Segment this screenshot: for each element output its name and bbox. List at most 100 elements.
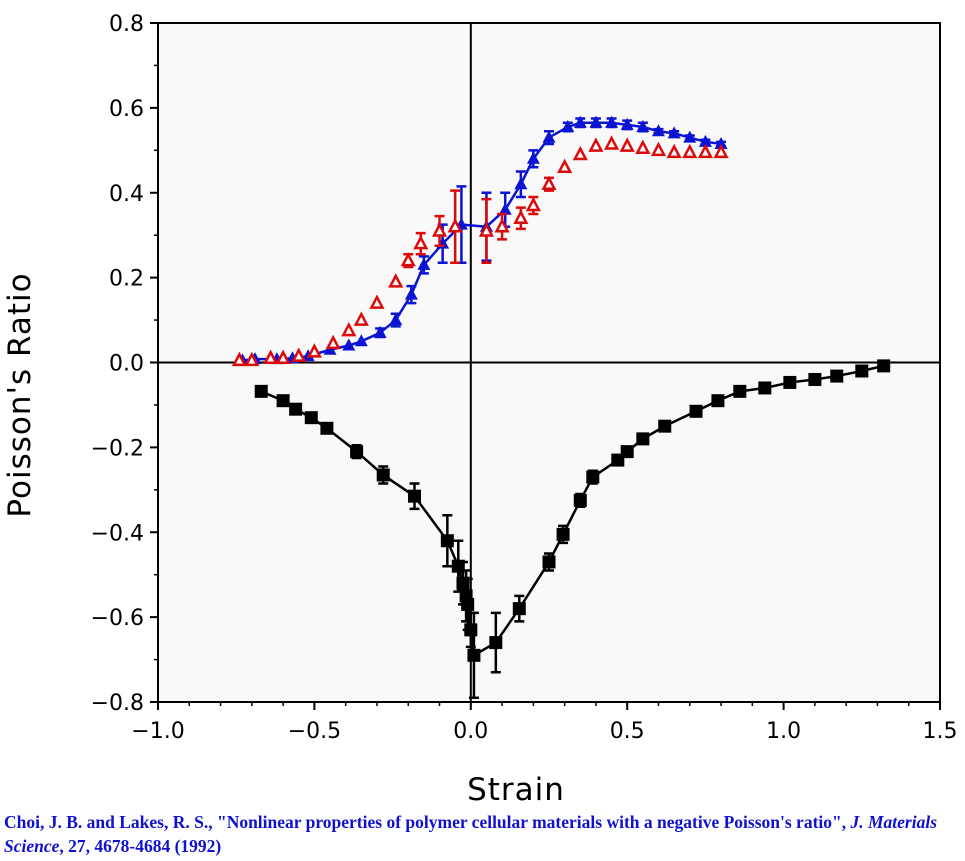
- data-point: [830, 369, 844, 383]
- x-tick-label: −0.5: [288, 719, 341, 744]
- y-tick-label: 0.2: [109, 267, 144, 292]
- x-tick-label: 0.0: [453, 719, 488, 744]
- data-point: [291, 347, 307, 362]
- data-point: [573, 115, 587, 128]
- data-point: [275, 349, 291, 365]
- data-point: [304, 411, 318, 425]
- x-tick-label: 0.5: [610, 719, 645, 744]
- data-point: [301, 349, 315, 362]
- data-point: [557, 158, 573, 174]
- data-point: [689, 404, 703, 418]
- series-open-triangle: [231, 135, 729, 367]
- data-point: [698, 134, 712, 147]
- data-point: [404, 287, 418, 300]
- series-line: [260, 364, 884, 658]
- data-point: [682, 143, 698, 159]
- data-point: [658, 419, 672, 433]
- data-point: [431, 222, 448, 237]
- x-tick-label: 1.5: [923, 719, 958, 744]
- data-point: [353, 311, 369, 326]
- data-point: [489, 636, 503, 650]
- data-point: [478, 222, 495, 237]
- data-point: [464, 623, 478, 637]
- data-point: [373, 325, 387, 338]
- data-point: [342, 338, 356, 351]
- data-point: [783, 375, 797, 389]
- data-point: [263, 349, 279, 365]
- x-tick-label: −1.0: [131, 719, 184, 744]
- data-point: [588, 137, 604, 152]
- data-point: [877, 359, 891, 373]
- data-point: [636, 432, 650, 446]
- data-point: [494, 218, 510, 233]
- y-tick-label: −0.4: [91, 521, 144, 546]
- data-point: [514, 177, 528, 190]
- data-point: [541, 175, 557, 191]
- caption-details: , 27, 4678-4684 (1992): [59, 836, 222, 856]
- data-point: [650, 141, 667, 157]
- y-axis-label: Poisson's Ratio: [2, 272, 38, 517]
- data-point: [573, 493, 587, 507]
- series-filled-square: [254, 359, 891, 700]
- data-point: [711, 394, 725, 408]
- data-point: [635, 139, 651, 154]
- data-point: [572, 145, 588, 161]
- y-tick-label: −0.6: [91, 606, 144, 631]
- x-axis-label: Strain: [467, 772, 565, 808]
- data-point: [320, 421, 334, 435]
- data-point: [619, 137, 635, 152]
- data-point: [542, 130, 556, 143]
- y-tick-label: −0.8: [91, 691, 144, 716]
- data-point: [636, 119, 650, 132]
- data-point: [542, 555, 556, 569]
- data-point: [513, 209, 529, 224]
- data-point: [556, 527, 570, 541]
- caption-journal: J. Materials Science: [4, 812, 938, 856]
- data-point: [350, 445, 364, 459]
- data-point: [733, 384, 747, 398]
- data-point: [289, 402, 303, 416]
- data-point: [855, 364, 869, 378]
- data-point: [589, 115, 603, 128]
- y-tick-label: 0.0: [109, 352, 144, 377]
- series-filled-triangle: [235, 115, 728, 366]
- data-point: [605, 115, 619, 128]
- data-point: [400, 251, 416, 267]
- data-point: [354, 334, 368, 347]
- data-point: [231, 351, 247, 367]
- data-point: [306, 343, 322, 358]
- data-point: [254, 384, 268, 398]
- data-point: [758, 381, 772, 395]
- y-tick-label: 0.4: [109, 182, 144, 207]
- data-point: [417, 257, 431, 270]
- x-tick-label: 1.0: [766, 719, 801, 744]
- data-point: [586, 470, 600, 484]
- data-point: [407, 489, 421, 503]
- data-point: [603, 135, 620, 150]
- data-point: [525, 196, 541, 212]
- data-point: [447, 218, 463, 233]
- data-point: [369, 294, 385, 309]
- data-point: [666, 143, 682, 159]
- data-point: [714, 136, 728, 149]
- citation-caption: Choi, J. B. and Lakes, R. S., "Nonlinear…: [4, 810, 959, 858]
- data-point: [620, 117, 634, 130]
- data-point: [683, 130, 697, 143]
- data-point: [325, 334, 341, 350]
- data-point: [651, 124, 665, 137]
- data-point: [388, 273, 404, 288]
- data-point: [244, 351, 260, 367]
- y-tick-label: 0.6: [109, 97, 144, 122]
- data-point: [376, 468, 390, 482]
- data-point: [667, 126, 681, 139]
- data-point: [620, 445, 634, 459]
- poisson-ratio-chart: −1.0 −0.5 0.0 0.5 1.0 1.5 0.8 0.6 0.4 0.2 0.0 −0.2 −…: [2, 12, 958, 808]
- data-point: [526, 151, 540, 164]
- data-point: [461, 597, 475, 611]
- data-point: [467, 648, 481, 662]
- data-point: [276, 394, 290, 408]
- data-point: [713, 143, 729, 159]
- caption-authors: Choi, J. B. and Lakes, R. S., "Nonlinear…: [4, 812, 851, 832]
- data-point: [440, 534, 454, 548]
- data-point: [341, 321, 357, 337]
